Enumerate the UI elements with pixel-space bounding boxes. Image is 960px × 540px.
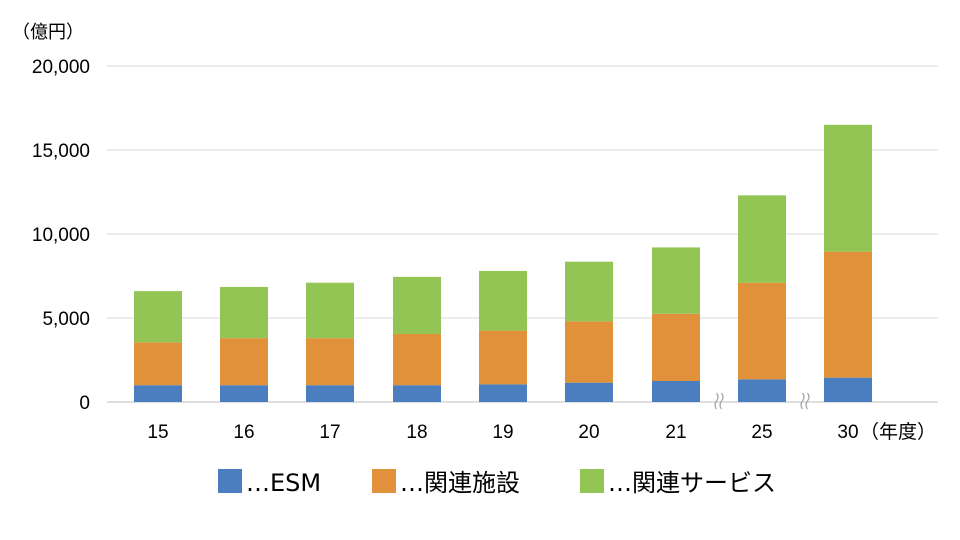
bar-segment [652,247,700,314]
y-tick-label: 20,000 [32,57,90,78]
bar-segment [134,291,182,343]
y-axis-ticks: 0 5,000 10,000 15,000 20,000 [32,57,90,414]
y-tick-label: 5,000 [42,309,90,330]
bar-segment [652,381,700,402]
bar-segment [220,385,268,402]
x-axis-ticks: 15 16 17 18 19 20 21 25 30 [147,422,858,443]
bar-segment [824,251,872,378]
legend-swatch [218,469,242,493]
bar-segment [220,338,268,386]
axis-break-mark [800,392,810,410]
legend-swatch [580,469,604,493]
x-axis-unit-label: （年度） [860,421,936,443]
legend-label: …関連サービス [608,469,776,497]
y-axis-unit-label: （億円） [12,22,84,43]
bar-segment [306,282,354,339]
x-tick-label: 30 [837,422,858,443]
bar-segment [652,313,700,381]
x-tick-label: 25 [751,422,772,443]
legend-swatch [372,469,396,493]
bar-segment [738,282,786,380]
legend-label: …ESM [246,469,321,497]
bar-segment [306,385,354,402]
axis-break-marks [714,392,810,410]
bar-segment [306,338,354,386]
x-tick-label: 19 [492,422,513,443]
bar-segment [134,342,182,386]
bar-segment [565,261,613,322]
y-tick-label: 0 [79,393,90,414]
bar-segment [824,377,872,402]
bar-segment [479,384,527,402]
legend: …ESM …関連施設 …関連サービス [218,469,776,497]
y-tick-label: 10,000 [32,225,90,246]
bar-segment [393,385,441,402]
bar-segment [134,385,182,402]
bar-segment [479,270,527,331]
bar-segment [738,195,786,283]
bar-segment [220,286,268,339]
legend-label: …関連施設 [400,469,520,497]
bar-segment [479,330,527,385]
bar-segment [824,124,872,252]
y-tick-label: 15,000 [32,141,90,162]
x-tick-label: 17 [319,422,340,443]
bar-segment [565,382,613,402]
x-tick-label: 15 [147,422,168,443]
x-tick-label: 18 [406,422,427,443]
x-tick-label: 20 [578,422,599,443]
x-tick-label: 21 [665,422,686,443]
x-tick-label: 16 [233,422,254,443]
axis-break-mark [714,392,724,410]
bar-segment [393,276,441,334]
bar-segment [393,333,441,386]
bars [134,124,872,402]
bar-segment [565,321,613,383]
bar-segment [738,379,786,402]
